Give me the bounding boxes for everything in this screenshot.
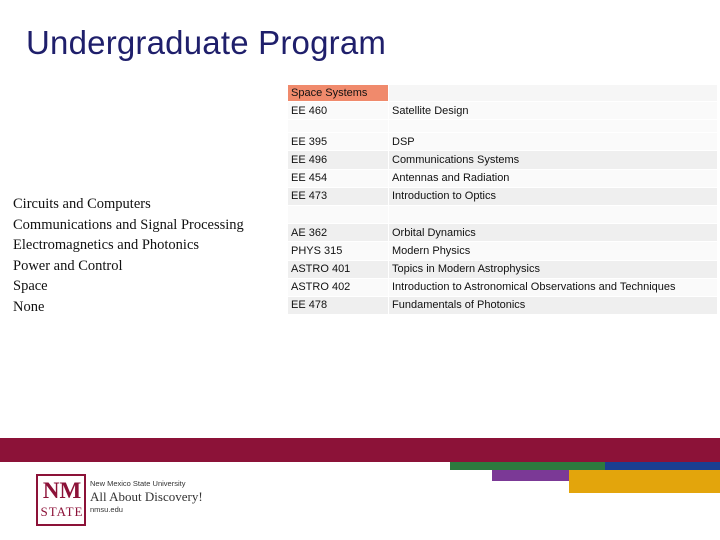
course-code: EE 473 bbox=[287, 186, 389, 206]
track-item: Space bbox=[13, 278, 48, 294]
course-name: Communications Systems bbox=[388, 150, 718, 170]
table-row: EE 454 Antennas and Radiation bbox=[287, 168, 718, 188]
course-code: EE 460 bbox=[287, 100, 389, 121]
table-row: EE 496 Communications Systems bbox=[287, 150, 718, 170]
course-name: Antennas and Radiation bbox=[388, 168, 718, 188]
course-name: DSP bbox=[388, 132, 718, 152]
course-code: ASTRO 401 bbox=[287, 259, 389, 279]
course-table: Space Systems EE 460 Satellite Design EE… bbox=[287, 84, 718, 316]
logo-url: nmsu.edu bbox=[90, 505, 123, 514]
course-code: EE 395 bbox=[287, 132, 389, 152]
course-name bbox=[388, 204, 718, 225]
course-code: ASTRO 402 bbox=[287, 277, 389, 297]
table-header: Space Systems bbox=[287, 84, 389, 102]
course-code: EE 478 bbox=[287, 295, 389, 316]
track-item: None bbox=[13, 298, 45, 315]
course-code: EE 454 bbox=[287, 168, 389, 188]
table-row: ASTRO 401 Topics in Modern Astrophysics bbox=[287, 259, 718, 279]
accent-stripe-gold bbox=[569, 470, 720, 493]
course-name bbox=[388, 119, 718, 134]
table-row: AE 362 Orbital Dynamics bbox=[287, 223, 718, 243]
table-row: PHYS 315 Modern Physics bbox=[287, 241, 718, 261]
course-name: Introduction to Optics bbox=[388, 186, 718, 206]
track-item: Power and Control bbox=[13, 257, 123, 274]
course-code: AE 362 bbox=[287, 223, 389, 243]
track-item: Electromagnetics and Photonics bbox=[13, 237, 200, 253]
table-row: EE 460 Satellite Design bbox=[287, 100, 718, 121]
course-name: Modern Physics bbox=[388, 241, 718, 261]
track-list: Circuits and Computers Communications an… bbox=[13, 194, 244, 317]
accent-stripe-green bbox=[450, 462, 605, 470]
course-name: Satellite Design bbox=[388, 100, 718, 121]
accent-stripe-blue bbox=[605, 462, 720, 470]
course-code: EE 496 bbox=[287, 150, 389, 170]
course-name: Orbital Dynamics bbox=[388, 223, 718, 243]
course-name: Introduction to Astronomical Observation… bbox=[388, 277, 718, 297]
footer-band bbox=[0, 438, 720, 462]
logo-mark-bottom: STATE bbox=[40, 504, 84, 519]
course-code bbox=[287, 204, 389, 225]
course-code bbox=[287, 119, 389, 134]
track-item: Communications and Signal Processing bbox=[13, 216, 244, 233]
table-row: EE 395 DSP bbox=[287, 132, 718, 152]
logo-tagline: All About Discovery! bbox=[90, 489, 203, 504]
logo-university: New Mexico State University bbox=[90, 479, 186, 488]
logo-mark: NM STATE bbox=[36, 474, 86, 526]
course-name: Topics in Modern Astrophysics bbox=[388, 259, 718, 279]
table-row: EE 473 Introduction to Optics bbox=[287, 186, 718, 206]
logo-mark-top: NM bbox=[42, 478, 82, 503]
table-row bbox=[287, 119, 718, 134]
table-row: EE 478 Fundamentals of Photonics bbox=[287, 295, 718, 316]
nmsu-logo: NM STATE New Mexico State University All… bbox=[36, 474, 216, 528]
course-code: PHYS 315 bbox=[287, 241, 389, 261]
table-row: ASTRO 402 Introduction to Astronomical O… bbox=[287, 277, 718, 297]
track-item: Circuits and Computers bbox=[13, 196, 151, 212]
table-header-empty bbox=[388, 84, 718, 102]
logo-text: New Mexico State University All About Di… bbox=[90, 479, 203, 516]
table-row bbox=[287, 204, 718, 225]
accent-stripe-purple bbox=[492, 470, 569, 481]
course-name: Fundamentals of Photonics bbox=[388, 295, 718, 316]
slide-title: Undergraduate Program bbox=[26, 24, 387, 61]
